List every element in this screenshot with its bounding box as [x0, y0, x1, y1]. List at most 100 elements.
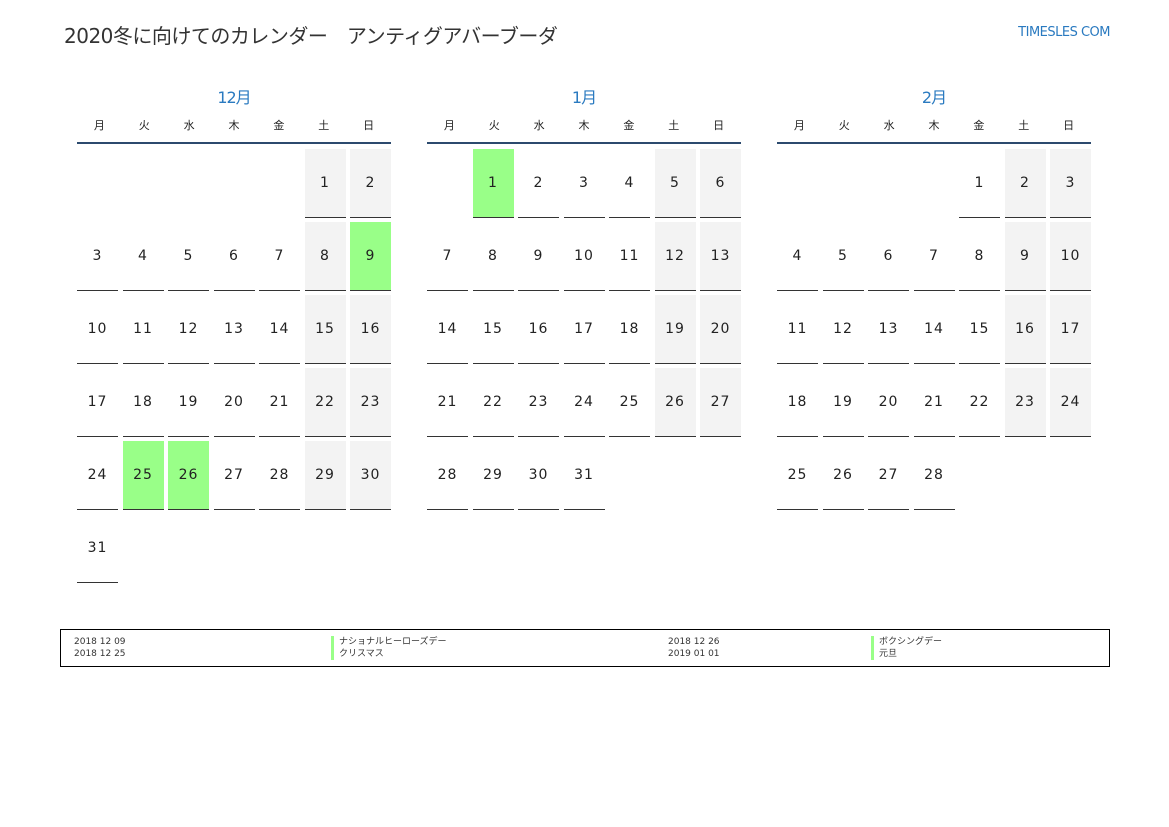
- day-cell: 4: [777, 222, 818, 291]
- day-cell: 15: [959, 295, 1000, 364]
- day-cell: 27: [213, 441, 255, 510]
- day-cell: 8: [472, 222, 514, 291]
- holiday-day-cell: 26: [168, 441, 209, 510]
- day-cell: 5: [822, 222, 864, 291]
- day-cell: 23: [350, 368, 391, 437]
- day-cell: 7: [427, 222, 468, 291]
- weekday-label: 土: [668, 119, 680, 132]
- day-cell: 12: [822, 295, 864, 364]
- day-cell: 12: [168, 295, 209, 364]
- weekday-label: 日: [713, 119, 725, 132]
- legend-name: ナショナルヒーローズデー: [331, 636, 447, 648]
- day-cell: 28: [913, 441, 955, 510]
- day-cell: 2: [350, 149, 391, 218]
- day-cell: 27: [700, 368, 741, 437]
- day-cell: 8: [959, 222, 1000, 291]
- weekday-label: 日: [363, 119, 375, 132]
- month-calendar: 1月月火水木金土日 1 2 3 4 5 6 7 8 9 10 11 12 13 14 15 16 17 18 19 20…: [427, 84, 741, 510]
- day-cell: 9: [518, 222, 559, 291]
- page-title: 2020冬に向けてのカレンダー アンティグアバーブーダ: [64, 24, 558, 48]
- day-cell: 20: [700, 295, 741, 364]
- weekday-label: 火: [488, 119, 500, 132]
- day-cell: 8: [304, 222, 346, 291]
- day-cell: 28: [427, 441, 468, 510]
- day-cell: 15: [472, 295, 514, 364]
- day-cell: 6: [213, 222, 255, 291]
- day-cell: 22: [959, 368, 1000, 437]
- day-cell: 16: [518, 295, 559, 364]
- day-cell: 18: [777, 368, 818, 437]
- day-cell: 17: [1050, 295, 1091, 364]
- day-cell: 20: [868, 368, 909, 437]
- weekday-label: 月: [793, 119, 805, 132]
- legend-date: 2018 12 09: [74, 637, 126, 647]
- weekday-label: 土: [1018, 119, 1030, 132]
- day-cell: 3: [563, 149, 605, 218]
- weekday-label: 金: [973, 119, 985, 132]
- legend-name: 元旦: [871, 648, 897, 660]
- day-cell: 1: [304, 149, 346, 218]
- day-cell: 22: [304, 368, 346, 437]
- site-logo-link[interactable]: TIMESLES COM: [1018, 25, 1110, 40]
- day-cell: 4: [122, 222, 164, 291]
- day-cell: 10: [1050, 222, 1091, 291]
- day-cell: 10: [563, 222, 605, 291]
- day-cell: 16: [1004, 295, 1046, 364]
- day-cell: 14: [427, 295, 468, 364]
- weekday-label: 水: [883, 119, 895, 132]
- day-cell: 31: [563, 441, 605, 510]
- day-cell: 31: [77, 514, 118, 583]
- day-cell: 7: [913, 222, 955, 291]
- day-cell: 30: [518, 441, 559, 510]
- weekday-label: 水: [183, 119, 195, 132]
- day-cell: 18: [122, 368, 164, 437]
- day-cell: 27: [868, 441, 909, 510]
- day-cell: 19: [168, 368, 209, 437]
- day-cell: 23: [1004, 368, 1046, 437]
- weekday-label: 木: [928, 119, 940, 132]
- day-cell: 23: [518, 368, 559, 437]
- legend-date: 2018 12 25: [74, 649, 126, 659]
- holiday-day-cell: 9: [350, 222, 391, 291]
- month-label: 12月: [217, 88, 251, 107]
- day-cell: 28: [259, 441, 300, 510]
- day-cell: 29: [472, 441, 514, 510]
- day-cell: 19: [822, 368, 864, 437]
- weekday-label: 金: [273, 119, 285, 132]
- day-cell: 13: [868, 295, 909, 364]
- day-cell: 14: [259, 295, 300, 364]
- weekday-label: 火: [138, 119, 150, 132]
- month-calendar: 2月月火水木金土日 1 2 3 4 5 6 7 8 9 10 11 12 13 14 15 16 17 18 19 20…: [777, 84, 1091, 510]
- day-cell: 21: [259, 368, 300, 437]
- day-cell: 14: [913, 295, 955, 364]
- weekday-header: 月火水木金土日: [427, 108, 741, 144]
- weekday-label: 木: [578, 119, 590, 132]
- day-cell: 21: [913, 368, 955, 437]
- day-cell: 26: [822, 441, 864, 510]
- month-label: 2月: [921, 88, 947, 107]
- day-cell: 3: [1050, 149, 1091, 218]
- day-cell: 24: [563, 368, 605, 437]
- day-cell: 18: [609, 295, 650, 364]
- day-cell: 12: [654, 222, 696, 291]
- holiday-day-cell: 1: [472, 149, 514, 218]
- day-cell: 13: [700, 222, 741, 291]
- day-cell: 9: [1004, 222, 1046, 291]
- day-cell: 26: [654, 368, 696, 437]
- day-cell: 16: [350, 295, 391, 364]
- day-cell: 11: [609, 222, 650, 291]
- day-cell: 13: [213, 295, 255, 364]
- day-cell: 17: [77, 368, 118, 437]
- day-cell: 2: [518, 149, 559, 218]
- day-cell: 20: [213, 368, 255, 437]
- weekday-header: 月火水木金土日: [77, 108, 391, 144]
- day-cell: 15: [304, 295, 346, 364]
- weekday-header: 月火水木金土日: [777, 108, 1091, 144]
- month-label: 1月: [571, 88, 597, 107]
- legend-date: 2019 01 01: [668, 649, 720, 659]
- weekday-label: 月: [443, 119, 455, 132]
- weekday-label: 木: [228, 119, 240, 132]
- day-cell: 7: [259, 222, 300, 291]
- day-cell: 4: [609, 149, 650, 218]
- weekday-label: 月: [93, 119, 105, 132]
